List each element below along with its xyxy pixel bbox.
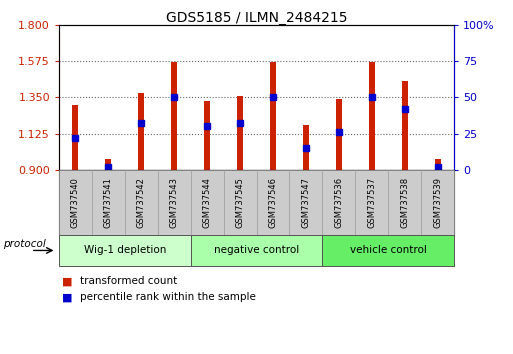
- Text: protocol: protocol: [3, 239, 45, 249]
- Text: GSM737546: GSM737546: [268, 177, 278, 228]
- Text: GDS5185 / ILMN_2484215: GDS5185 / ILMN_2484215: [166, 11, 347, 25]
- Bar: [204, 101, 210, 170]
- Text: ■: ■: [62, 292, 72, 302]
- Bar: [270, 62, 276, 170]
- Bar: [402, 81, 408, 170]
- Text: vehicle control: vehicle control: [350, 245, 427, 256]
- Bar: [72, 105, 78, 170]
- Bar: [303, 125, 309, 170]
- Bar: [171, 62, 177, 170]
- Bar: [139, 92, 144, 170]
- Bar: [369, 62, 374, 170]
- Text: GSM737544: GSM737544: [203, 177, 212, 228]
- Text: negative control: negative control: [214, 245, 299, 256]
- Bar: [237, 96, 243, 170]
- Text: GSM737543: GSM737543: [170, 177, 179, 228]
- Text: GSM737540: GSM737540: [71, 177, 80, 228]
- Bar: [105, 159, 111, 170]
- Text: ■: ■: [62, 276, 72, 286]
- Text: GSM737542: GSM737542: [137, 177, 146, 228]
- Text: percentile rank within the sample: percentile rank within the sample: [80, 292, 255, 302]
- Text: GSM737541: GSM737541: [104, 177, 113, 228]
- Text: GSM737536: GSM737536: [334, 177, 343, 228]
- Text: transformed count: transformed count: [80, 276, 177, 286]
- Text: GSM737547: GSM737547: [301, 177, 310, 228]
- Bar: [336, 99, 342, 170]
- Bar: [435, 159, 441, 170]
- Text: GSM737539: GSM737539: [433, 177, 442, 228]
- Text: GSM737538: GSM737538: [400, 177, 409, 228]
- Text: Wig-1 depletion: Wig-1 depletion: [84, 245, 166, 256]
- Text: GSM737537: GSM737537: [367, 177, 376, 228]
- Text: GSM737545: GSM737545: [235, 177, 245, 228]
